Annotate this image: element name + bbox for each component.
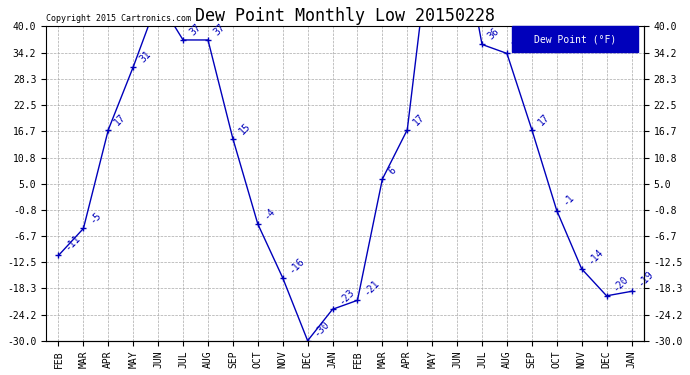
Text: -19: -19 bbox=[635, 269, 656, 288]
Text: -5: -5 bbox=[88, 210, 103, 226]
Text: -11: -11 bbox=[63, 233, 82, 253]
Text: -1: -1 bbox=[561, 192, 576, 208]
Text: 31: 31 bbox=[137, 49, 152, 64]
Text: -4: -4 bbox=[262, 206, 277, 221]
Text: 34: 34 bbox=[511, 35, 526, 51]
Text: 17: 17 bbox=[112, 112, 128, 127]
Text: 63: 63 bbox=[0, 374, 1, 375]
Text: Copyright 2015 Cartronics.com: Copyright 2015 Cartronics.com bbox=[46, 14, 191, 23]
Text: 17: 17 bbox=[411, 112, 427, 127]
Text: -23: -23 bbox=[337, 287, 356, 306]
Title: Dew Point Monthly Low 20150228: Dew Point Monthly Low 20150228 bbox=[195, 7, 495, 25]
Text: 46: 46 bbox=[0, 374, 1, 375]
Text: 6: 6 bbox=[386, 165, 397, 176]
Text: -20: -20 bbox=[611, 273, 630, 293]
Text: Dew Point (°F): Dew Point (°F) bbox=[534, 34, 616, 44]
Text: 37: 37 bbox=[212, 22, 228, 37]
Text: -14: -14 bbox=[586, 247, 605, 266]
Text: 36: 36 bbox=[486, 26, 502, 42]
Text: -21: -21 bbox=[362, 278, 381, 297]
Text: -30: -30 bbox=[312, 318, 331, 338]
Text: 17: 17 bbox=[536, 112, 551, 127]
Text: -16: -16 bbox=[287, 255, 306, 275]
Text: 37: 37 bbox=[187, 22, 203, 37]
FancyBboxPatch shape bbox=[513, 27, 638, 52]
Text: 15: 15 bbox=[237, 120, 253, 136]
Text: 66: 66 bbox=[0, 374, 1, 375]
